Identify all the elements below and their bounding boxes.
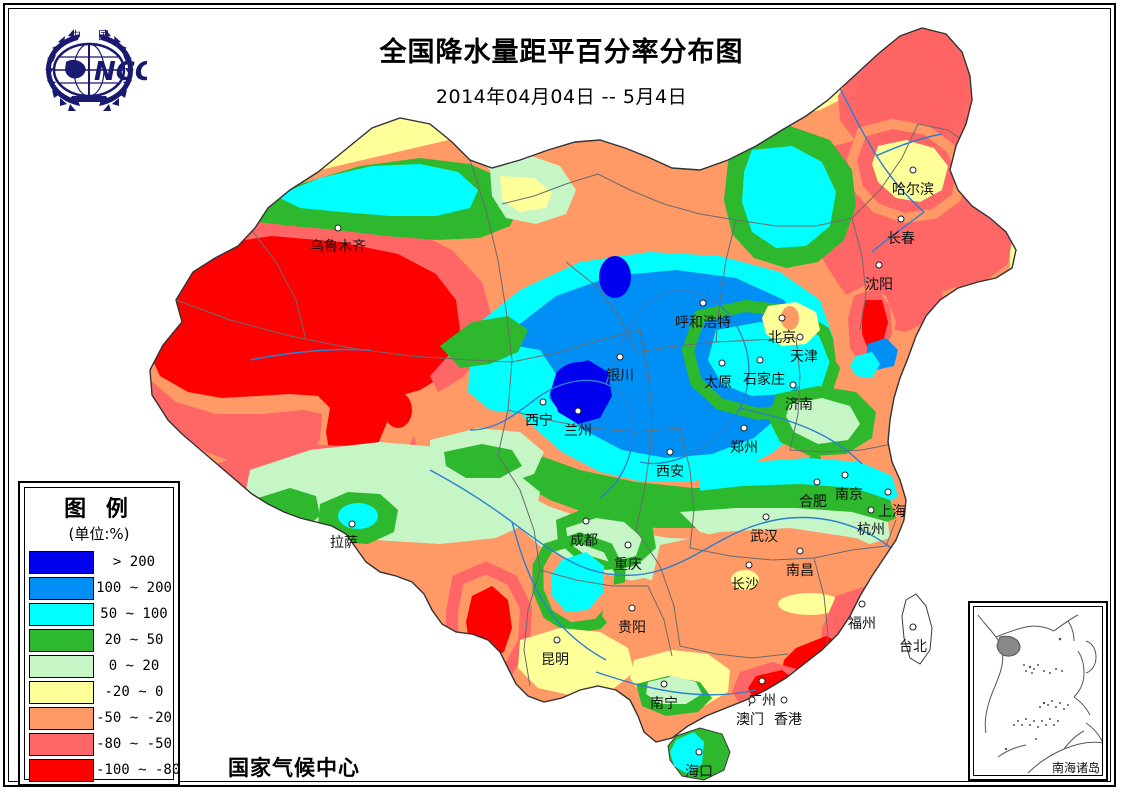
- city-marker-dot: [867, 506, 875, 514]
- city-marker-dot: [348, 520, 356, 528]
- legend-label: 20 ~ 50: [104, 632, 164, 648]
- province-boundaries: [175, 123, 971, 687]
- page-subtitle: 2014年04月04日 -- 5月4日: [435, 86, 688, 108]
- page-title: 全国降水量距平百分率分布图: [379, 37, 744, 68]
- organization-credit: 国家气候中心: [228, 756, 360, 780]
- city-marker-dot: [897, 215, 905, 223]
- city-marker-dot: [582, 517, 590, 525]
- city-marker-dot: [660, 680, 668, 688]
- legend-label: > 200: [112, 554, 156, 570]
- city-marker-dot: [624, 541, 632, 549]
- legend-inner-border: [24, 487, 174, 780]
- city-marker-dot: [909, 623, 917, 631]
- city-marker-dot: [334, 224, 342, 232]
- legend-label: 100 ~ 200: [96, 580, 172, 596]
- legend-row: 50 ~ 100: [29, 601, 172, 627]
- city-marker-dot: [789, 381, 797, 389]
- legend-label: 0 ~ 20: [108, 658, 160, 674]
- city-marker-dot: [699, 299, 707, 307]
- legend-swatch: [29, 550, 94, 574]
- legend-row: -20 ~ 0: [29, 679, 172, 705]
- legend-swatch: [29, 654, 94, 678]
- city-marker-dot: [762, 513, 770, 521]
- city-marker-dot: [778, 314, 786, 322]
- legend-swatch: [29, 706, 94, 730]
- city-marker-dot: [745, 561, 753, 569]
- city-marker-dot: [553, 636, 561, 644]
- outer-frame: [3, 3, 1116, 787]
- legend-rows: > 200 100 ~ 200 50 ~ 100 20 ~ 50 0 ~ 20 -20 ~…: [29, 549, 180, 783]
- legend-label: -50 ~ -20: [96, 710, 172, 726]
- inset-inner-border: [973, 606, 1103, 776]
- legend-label: -20 ~ 0: [104, 684, 164, 700]
- city-marker-dot: [666, 448, 674, 456]
- legend-row: -100 ~ -80: [29, 757, 180, 783]
- legend-row: 100 ~ 200: [29, 575, 172, 601]
- legend-row: 0 ~ 20: [29, 653, 172, 679]
- legend-unit: (单位:%): [68, 525, 130, 543]
- inset-map-svg: [977, 614, 1102, 774]
- china-national-border: [149, 27, 1017, 743]
- legend-swatch: [29, 758, 94, 782]
- legend-row: -50 ~ -20: [29, 705, 172, 731]
- inset-label: 南海诸岛: [1051, 761, 1100, 775]
- city-marker-dot: [740, 424, 748, 432]
- city-marker-dot: [574, 407, 582, 415]
- legend-panel: 图 例 (单位:%) > 200 100 ~ 200 50 ~ 100 20 ~ 50…: [18, 481, 180, 786]
- rivers: [249, 87, 943, 696]
- city-marker-dot: [539, 398, 547, 406]
- city-marker-dot: [858, 600, 866, 608]
- city-marker-dot: [796, 547, 804, 555]
- legend-row: -80 ~ -50: [29, 731, 172, 757]
- svg-text:国: 国: [98, 29, 109, 42]
- legend-swatch: [29, 680, 94, 704]
- city-marker-dot: [780, 696, 788, 704]
- city-marker-dot: [616, 353, 624, 361]
- city-marker-dot: [756, 356, 764, 364]
- city-marker-dot: [628, 604, 636, 612]
- south-china-sea-inset: 南海诸岛: [968, 601, 1108, 781]
- legend-row: > 200: [29, 549, 172, 575]
- svg-text:NCC: NCC: [94, 57, 147, 87]
- city-marker-dot: [718, 359, 726, 367]
- taiwan-island: [901, 593, 933, 665]
- legend-swatch: [29, 602, 94, 626]
- city-marker-dot: [909, 166, 917, 174]
- legend-row: 20 ~ 50: [29, 627, 172, 653]
- legend-swatch: [29, 576, 94, 600]
- city-marker-dot: [758, 677, 766, 685]
- legend-swatch: [29, 732, 94, 756]
- city-marker-dot: [695, 748, 703, 756]
- city-marker-dot: [813, 478, 821, 486]
- city-marker-dot: [841, 471, 849, 479]
- svg-text:中: 中: [70, 29, 81, 42]
- legend-swatch: [29, 628, 94, 652]
- inner-frame: [8, 8, 1111, 782]
- city-marker-dot: [875, 261, 883, 269]
- city-marker-dot: [748, 696, 756, 704]
- city-marker-dot: [796, 333, 804, 341]
- legend-title: 图 例: [64, 497, 134, 522]
- city-marker-dot: [884, 488, 892, 496]
- legend-label: -80 ~ -50: [96, 736, 172, 752]
- ncc-logo-icon: NCC 中 国: [32, 26, 147, 114]
- legend-label: 50 ~ 100: [100, 606, 168, 622]
- legend-label: -100 ~ -80: [96, 762, 181, 778]
